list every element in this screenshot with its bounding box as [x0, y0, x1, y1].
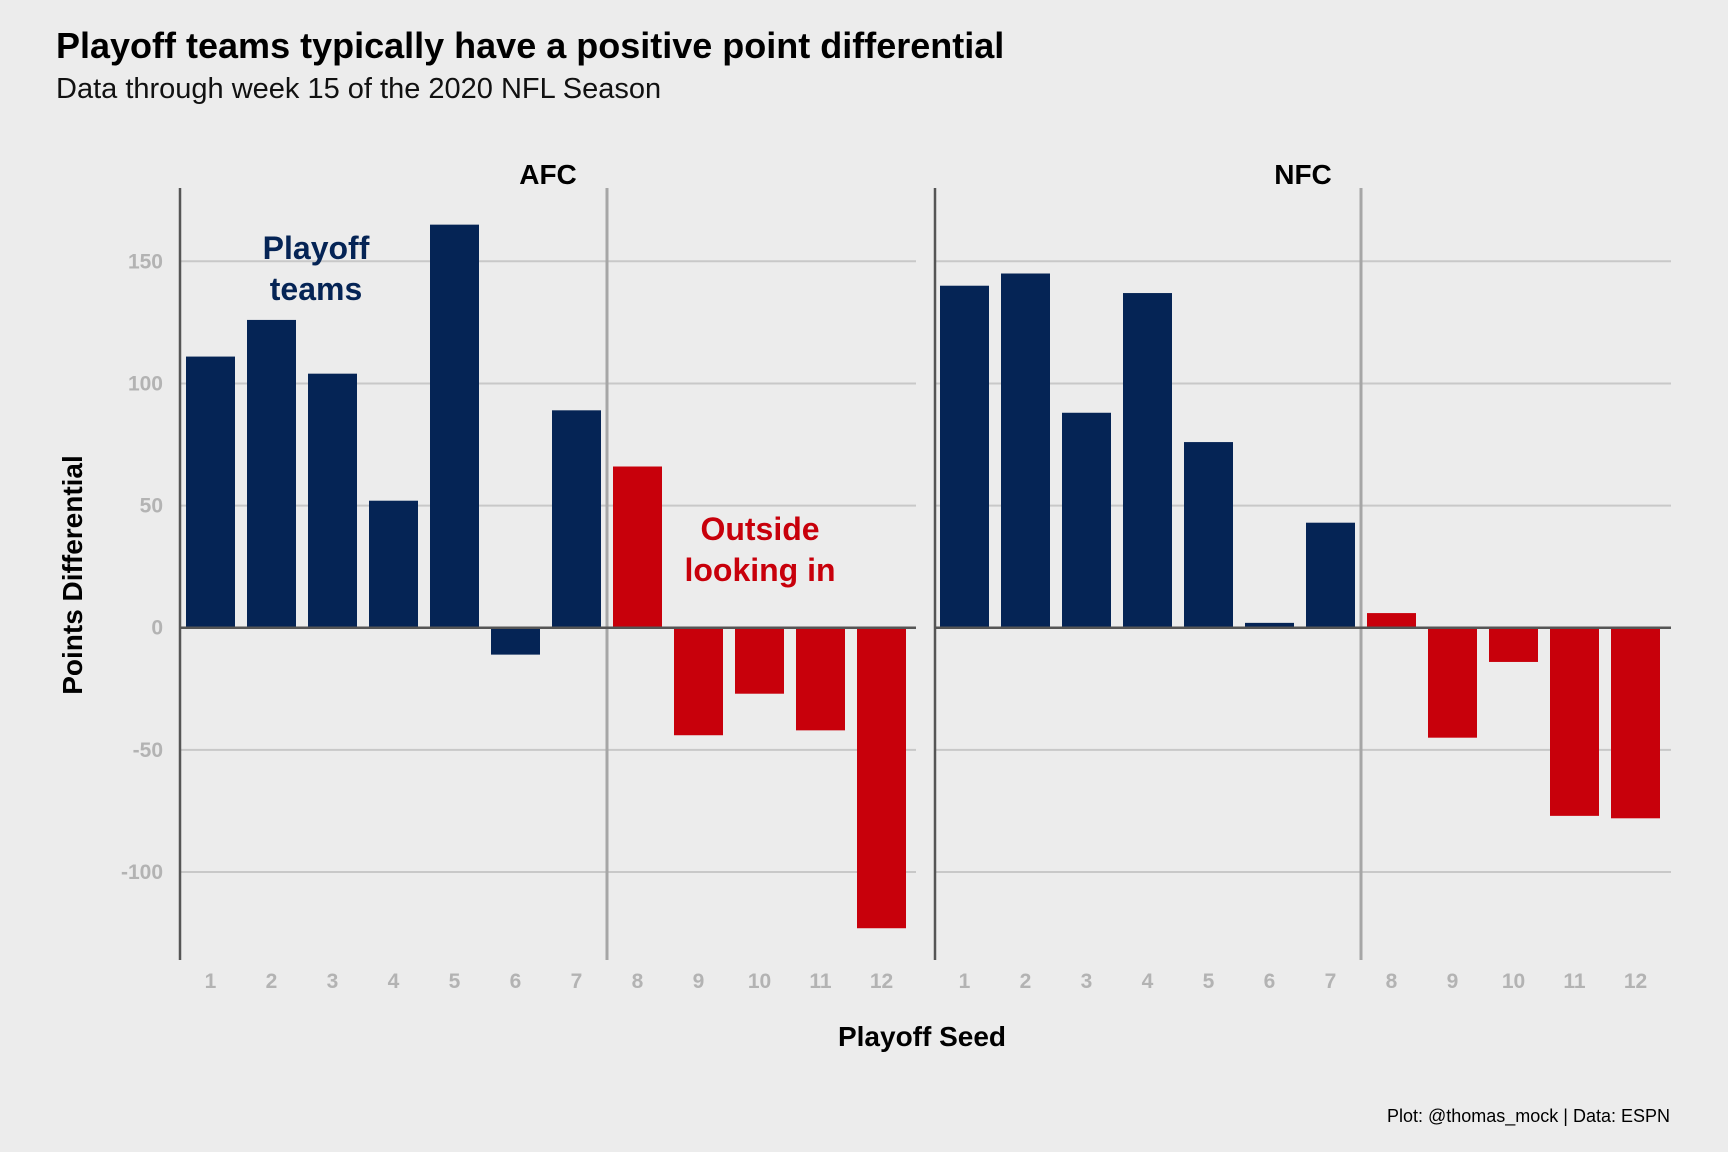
- annotation-playoff-teams: Playoff: [263, 230, 370, 266]
- x-tick-label: 1: [959, 970, 971, 993]
- annotation-outside-looking-in: looking in: [684, 552, 835, 588]
- chart-caption: Plot: @thomas_mock | Data: ESPN: [1387, 1106, 1670, 1127]
- x-tick-label: 5: [1203, 970, 1215, 993]
- x-tick-label: 10: [1502, 970, 1525, 993]
- bar-afc-seed-9: [674, 627, 723, 736]
- bar-afc-seed-6: [491, 627, 540, 655]
- bar-nfc-seed-9: [1428, 627, 1477, 738]
- x-tick-label: 4: [1142, 970, 1154, 993]
- x-tick-label: 5: [449, 970, 461, 993]
- y-tick-label: 150: [128, 250, 163, 273]
- annotation-playoff-teams: teams: [270, 271, 363, 307]
- bar-nfc-seed-4: [1123, 293, 1172, 628]
- bar-afc-seed-2: [247, 319, 296, 628]
- y-tick-label: 100: [128, 372, 163, 395]
- x-tick-label: 9: [1447, 970, 1459, 993]
- x-tick-label: 1: [205, 970, 217, 993]
- x-tick-label: 4: [388, 970, 400, 993]
- x-tick-label: 10: [748, 970, 771, 993]
- bar-nfc-seed-12: [1611, 627, 1660, 819]
- facet-label-afc: AFC: [519, 159, 577, 190]
- bar-nfc-seed-1: [940, 285, 989, 628]
- x-tick-label: 7: [571, 970, 583, 993]
- x-tick-label: 11: [809, 970, 832, 993]
- x-axis-title: Playoff Seed: [838, 1021, 1006, 1052]
- bar-nfc-seed-10: [1489, 627, 1538, 662]
- bar-afc-seed-12: [857, 627, 906, 929]
- y-tick-label: 0: [151, 617, 163, 640]
- bar-afc-seed-8: [613, 466, 662, 628]
- y-tick-label: 50: [140, 495, 163, 518]
- x-tick-label: 3: [327, 970, 339, 993]
- chart-subtitle: Data through week 15 of the 2020 NFL Sea…: [56, 73, 661, 105]
- x-tick-label: 6: [1264, 970, 1276, 993]
- bar-afc-seed-7: [552, 410, 601, 628]
- bar-afc-seed-1: [186, 356, 235, 628]
- x-tick-label: 9: [693, 970, 705, 993]
- bar-afc-seed-3: [308, 373, 357, 628]
- chart-title: Playoff teams typically have a positive …: [56, 25, 1004, 66]
- facet-label-nfc: NFC: [1274, 159, 1332, 190]
- y-axis-title: Points Differential: [57, 455, 88, 695]
- bar-afc-seed-5: [430, 224, 479, 628]
- x-tick-label: 11: [1563, 970, 1586, 993]
- bar-nfc-seed-3: [1062, 412, 1111, 628]
- x-tick-label: 8: [632, 970, 644, 993]
- bar-afc-seed-10: [735, 627, 784, 694]
- bar-nfc-seed-6: [1245, 622, 1294, 628]
- y-tick-label: -100: [121, 861, 163, 884]
- bar-afc-seed-11: [796, 627, 845, 731]
- x-tick-label: 12: [1624, 970, 1647, 993]
- x-tick-label: 2: [1020, 970, 1032, 993]
- x-tick-label: 6: [510, 970, 522, 993]
- bar-nfc-seed-8: [1367, 613, 1416, 628]
- x-tick-label: 2: [266, 970, 278, 993]
- x-tick-label: 12: [870, 970, 893, 993]
- x-tick-label: 7: [1325, 970, 1337, 993]
- bar-nfc-seed-11: [1550, 627, 1599, 816]
- annotation-outside-looking-in: Outside: [700, 511, 819, 547]
- x-tick-label: 3: [1081, 970, 1093, 993]
- y-tick-label: -50: [133, 739, 163, 762]
- bar-nfc-seed-7: [1306, 522, 1355, 628]
- x-tick-label: 8: [1386, 970, 1398, 993]
- bar-nfc-seed-5: [1184, 442, 1233, 628]
- bar-nfc-seed-2: [1001, 273, 1050, 628]
- bar-afc-seed-4: [369, 500, 418, 628]
